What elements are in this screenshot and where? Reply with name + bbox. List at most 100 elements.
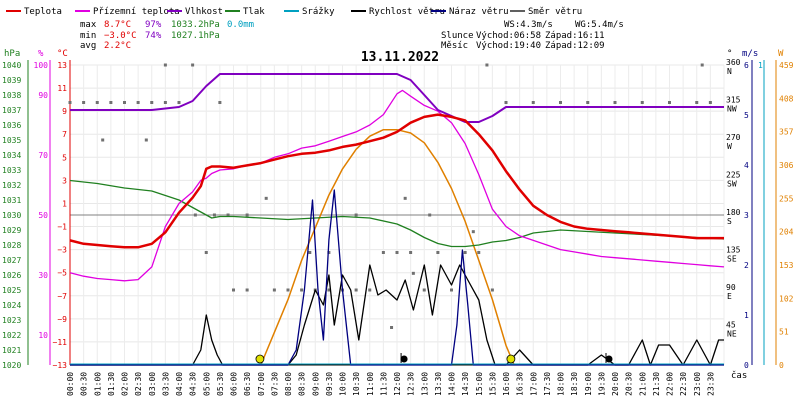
time-tick: 21:30: [652, 372, 661, 396]
direction-dot: [708, 101, 712, 104]
time-tick: 13:30: [434, 372, 443, 396]
wind-ws: WS:4.3m/s: [504, 20, 553, 30]
dir-tick: 225: [726, 171, 741, 180]
plot-area: [68, 63, 725, 366]
direction-dot: [450, 288, 453, 292]
time-tick: 16:30: [516, 372, 525, 396]
stats-min-label: min: [80, 31, 96, 41]
direction-dot: [95, 101, 99, 104]
legend-label: Srážky: [302, 7, 335, 17]
time-tick: 03:00: [148, 372, 157, 396]
direction-dot: [193, 213, 197, 217]
solar-tick: 357: [779, 128, 794, 137]
hpa-tick: 1034: [2, 151, 21, 160]
temp-unit: °C: [57, 49, 68, 59]
temp-tick: −7: [57, 292, 67, 301]
sun-rise: Východ:06:58: [476, 31, 541, 41]
dir-card: S: [727, 217, 732, 226]
direction-dot: [531, 101, 535, 104]
pct-tick: 30: [38, 271, 48, 280]
time-tick: 15:00: [475, 372, 484, 396]
hpa-tick: 1025: [2, 286, 21, 295]
sunrise-marker: [255, 354, 265, 364]
grid: [69, 64, 725, 366]
hpa-tick: 1030: [2, 211, 21, 220]
time-tick: 02:30: [134, 372, 143, 396]
direction-dot: [428, 213, 432, 217]
direction-dot: [403, 196, 407, 200]
legend: Teplota Přízemní teplota Vlhkost Tlak Srážky…: [6, 7, 582, 17]
sunset-marker: [506, 354, 516, 364]
stats-avg-temp: 2.2°C: [104, 41, 131, 51]
temp-tick: 13: [57, 61, 67, 70]
direction-dot: [559, 101, 562, 104]
dir-card: N: [727, 67, 732, 76]
time-tick: 05:00: [202, 372, 211, 396]
temp-tick: 7: [62, 130, 67, 139]
pct-tick: 10: [38, 331, 48, 340]
hpa-tick: 1023: [2, 316, 21, 325]
ms-tick: 0: [744, 361, 749, 370]
direction-dot: [327, 251, 331, 254]
direction-dot: [300, 288, 304, 292]
direction-dot: [395, 251, 399, 254]
dir-card: NE: [727, 330, 737, 339]
series-teplota: [69, 113, 724, 249]
direction-dot: [163, 63, 167, 67]
series-p-zemn-teplota: [69, 89, 725, 282]
solar-tick: 408: [779, 94, 794, 103]
direction-dot: [490, 288, 494, 292]
direction-dot: [422, 288, 426, 292]
direction-dot: [695, 101, 699, 104]
temp-tick: 9: [62, 107, 67, 116]
ms-tick: 4: [744, 161, 749, 170]
moon-label: Měsíc: [441, 41, 468, 51]
moonrise-marker: [605, 355, 613, 363]
time-tick: 17:30: [543, 372, 552, 396]
ms-top: 1: [758, 61, 763, 70]
moon-rise: Východ:19:40: [476, 41, 541, 51]
time-tick: 13:00: [420, 372, 429, 396]
time-tick: 15:30: [488, 372, 497, 396]
time-tick: 14:30: [461, 372, 470, 396]
direction-dot: [308, 251, 312, 254]
direction-dot: [82, 101, 86, 104]
stats-max-hum: 97%: [145, 20, 162, 30]
time-tick: 05:30: [216, 372, 225, 396]
direction-dot: [436, 251, 440, 254]
hpa-tick: 1028: [2, 241, 21, 250]
time-tick: 12:00: [393, 372, 402, 396]
solar-tick: 306: [779, 161, 794, 170]
solar-tick: 153: [779, 261, 794, 270]
hpa-tick: 1024: [2, 301, 21, 310]
solar-tick: 0: [779, 361, 784, 370]
sun-label: Slunce: [441, 31, 474, 41]
time-tick: 09:30: [325, 372, 334, 396]
time-tick: 06:30: [243, 372, 252, 396]
hpa-tick: 1040: [2, 61, 21, 70]
time-tick: 20:00: [611, 372, 620, 396]
hpa-tick: 1031: [2, 196, 21, 205]
hpa-tick: 1029: [2, 226, 21, 235]
dir-card: SE: [727, 255, 737, 264]
time-tick: 01:00: [93, 372, 102, 396]
pct-tick: 50: [38, 211, 48, 220]
direction-dot: [123, 101, 126, 104]
stats-max-label: max: [80, 20, 97, 30]
direction-dot: [411, 271, 415, 275]
hpa-tick: 1021: [2, 346, 21, 355]
series-solar: [260, 128, 515, 366]
time-tick: 14:00: [448, 372, 457, 396]
dir-tick: 180: [726, 208, 741, 217]
direction-dot: [232, 288, 235, 292]
time-tick: 03:30: [161, 372, 170, 396]
legend-label: Vlhkost: [185, 7, 223, 17]
temp-tick: 5: [62, 153, 67, 162]
time-tick: 18:30: [570, 372, 579, 396]
time-tick: 10:30: [352, 372, 361, 396]
direction-dot: [381, 251, 385, 254]
stats-min-press: 1027.1hPa: [171, 31, 220, 41]
hpa-tick: 1033: [2, 166, 21, 175]
time-tick: 20:30: [625, 372, 634, 396]
